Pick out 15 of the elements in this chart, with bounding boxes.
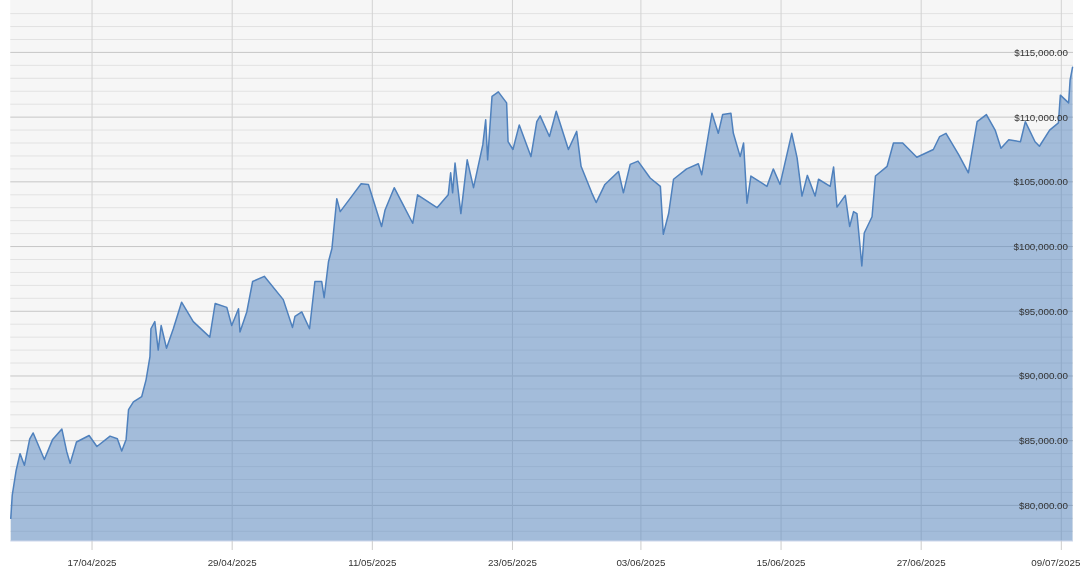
x-tick-label: 23/05/2025	[487, 557, 538, 568]
y-tick-label: $115,000.00	[1014, 46, 1069, 58]
y-tick-label: $100,000.00	[1013, 241, 1069, 253]
x-tick-label: 15/06/2025	[756, 557, 807, 568]
y-tick-label: $85,000.00	[1018, 435, 1069, 447]
y-tick-label: $80,000.00	[1018, 499, 1069, 511]
y-tick-label: $90,000.00	[1018, 370, 1069, 382]
x-tick-label: 27/06/2025	[896, 557, 947, 568]
x-tick-label: 29/04/2025	[207, 557, 258, 568]
x-tick-label: 09/07/2025	[1031, 557, 1081, 568]
y-tick-label: $105,000.00	[1013, 176, 1069, 188]
y-tick-label: $95,000.00	[1018, 305, 1069, 317]
x-tick-label: 17/04/2025	[67, 557, 118, 568]
x-tick-label: 03/06/2025	[616, 557, 666, 568]
x-tick-label: 11/05/2025	[348, 557, 398, 568]
